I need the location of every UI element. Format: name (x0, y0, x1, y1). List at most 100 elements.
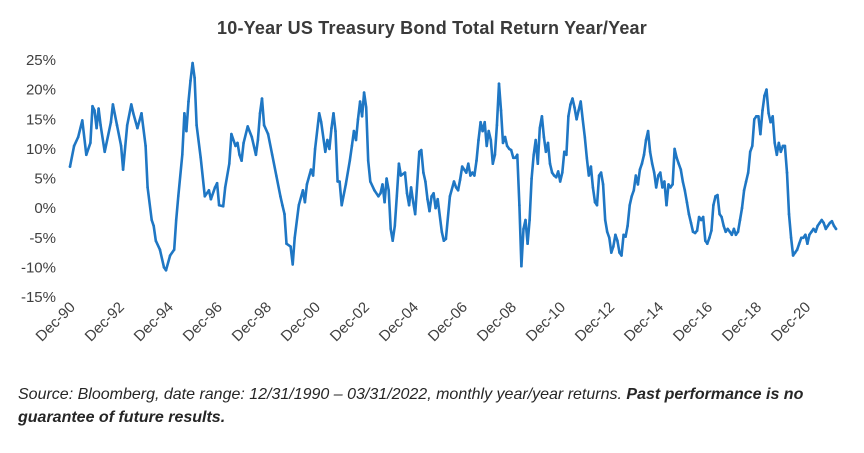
data-point (524, 218, 527, 222)
data-point (654, 186, 658, 189)
data-point (338, 180, 341, 183)
x-tick-label: Dec-06 (425, 299, 471, 345)
x-tick-label: Dec-12 (572, 299, 618, 345)
data-point (773, 141, 776, 145)
data-point (330, 126, 333, 130)
x-tick-label: Dec-16 (670, 299, 716, 345)
data-point (746, 171, 750, 174)
data-point (181, 153, 184, 157)
data-point (479, 120, 482, 124)
data-point (413, 212, 417, 216)
data-point (730, 233, 734, 237)
data-point (183, 112, 186, 115)
data-point (236, 141, 239, 145)
data-point (603, 218, 607, 222)
data-point (697, 215, 701, 219)
data-point (399, 174, 403, 177)
data-point (573, 106, 576, 109)
data-point (689, 221, 693, 225)
data-point (622, 233, 625, 237)
data-point (68, 165, 72, 168)
data-point (675, 156, 678, 160)
data-point (663, 180, 666, 183)
data-point (285, 242, 288, 245)
data-point (477, 138, 480, 142)
y-tick-label: 10% (26, 141, 56, 158)
data-point (522, 227, 525, 231)
data-point (411, 200, 415, 204)
data-point (72, 144, 76, 148)
data-point (620, 254, 623, 257)
data-point (483, 120, 487, 124)
data-point (434, 206, 437, 210)
data-point (556, 170, 560, 173)
data-point (507, 147, 511, 151)
data-point (289, 245, 292, 248)
data-point (369, 180, 372, 183)
data-point (552, 174, 556, 177)
data-point (818, 221, 821, 225)
data-point (802, 236, 805, 240)
data-point (636, 183, 640, 186)
data-point (691, 230, 695, 234)
data-point (385, 177, 388, 180)
data-point (311, 174, 315, 177)
data-point (783, 144, 787, 148)
data-point (230, 132, 233, 136)
data-point (769, 120, 772, 124)
data-point (644, 138, 648, 142)
data-point (789, 236, 793, 240)
x-tick-label: Dec-20 (768, 299, 814, 345)
data-point (742, 189, 746, 192)
data-point (693, 231, 697, 235)
data-point (650, 162, 654, 165)
data-point (430, 195, 433, 198)
data-point (599, 171, 603, 174)
data-point (121, 168, 125, 171)
data-point (669, 186, 672, 189)
data-point (383, 200, 386, 204)
data-point (536, 162, 540, 165)
data-point (800, 236, 803, 240)
data-point (332, 112, 335, 115)
data-point (275, 174, 278, 177)
data-point (567, 115, 570, 118)
data-point (185, 129, 188, 133)
data-point (579, 100, 582, 103)
data-point (628, 203, 631, 207)
y-tick-label: -15% (21, 289, 56, 306)
data-point (820, 218, 823, 222)
data-point (738, 218, 742, 222)
data-point (199, 156, 202, 160)
data-point (785, 171, 789, 174)
data-point (659, 171, 662, 174)
data-point (775, 153, 779, 157)
data-point (158, 248, 162, 251)
data-point (708, 236, 711, 240)
data-point (491, 162, 495, 165)
data-point (317, 112, 321, 115)
data-point (291, 263, 295, 266)
data-point (530, 177, 533, 180)
data-point (93, 109, 96, 112)
data-point (810, 230, 813, 234)
data-point (734, 233, 738, 237)
data-point (585, 156, 589, 160)
data-point (270, 153, 274, 157)
data-point (95, 126, 98, 130)
data-point (381, 183, 384, 186)
data-point (640, 162, 644, 165)
data-point (254, 153, 258, 157)
data-point (89, 141, 92, 145)
data-point (150, 218, 153, 222)
data-point (791, 254, 795, 257)
data-point (520, 264, 523, 268)
data-point (612, 245, 615, 248)
data-point (767, 112, 770, 115)
data-point (661, 186, 664, 189)
data-point (426, 197, 429, 201)
data-point (540, 115, 544, 118)
data-point (587, 174, 591, 177)
data-point (826, 224, 830, 228)
